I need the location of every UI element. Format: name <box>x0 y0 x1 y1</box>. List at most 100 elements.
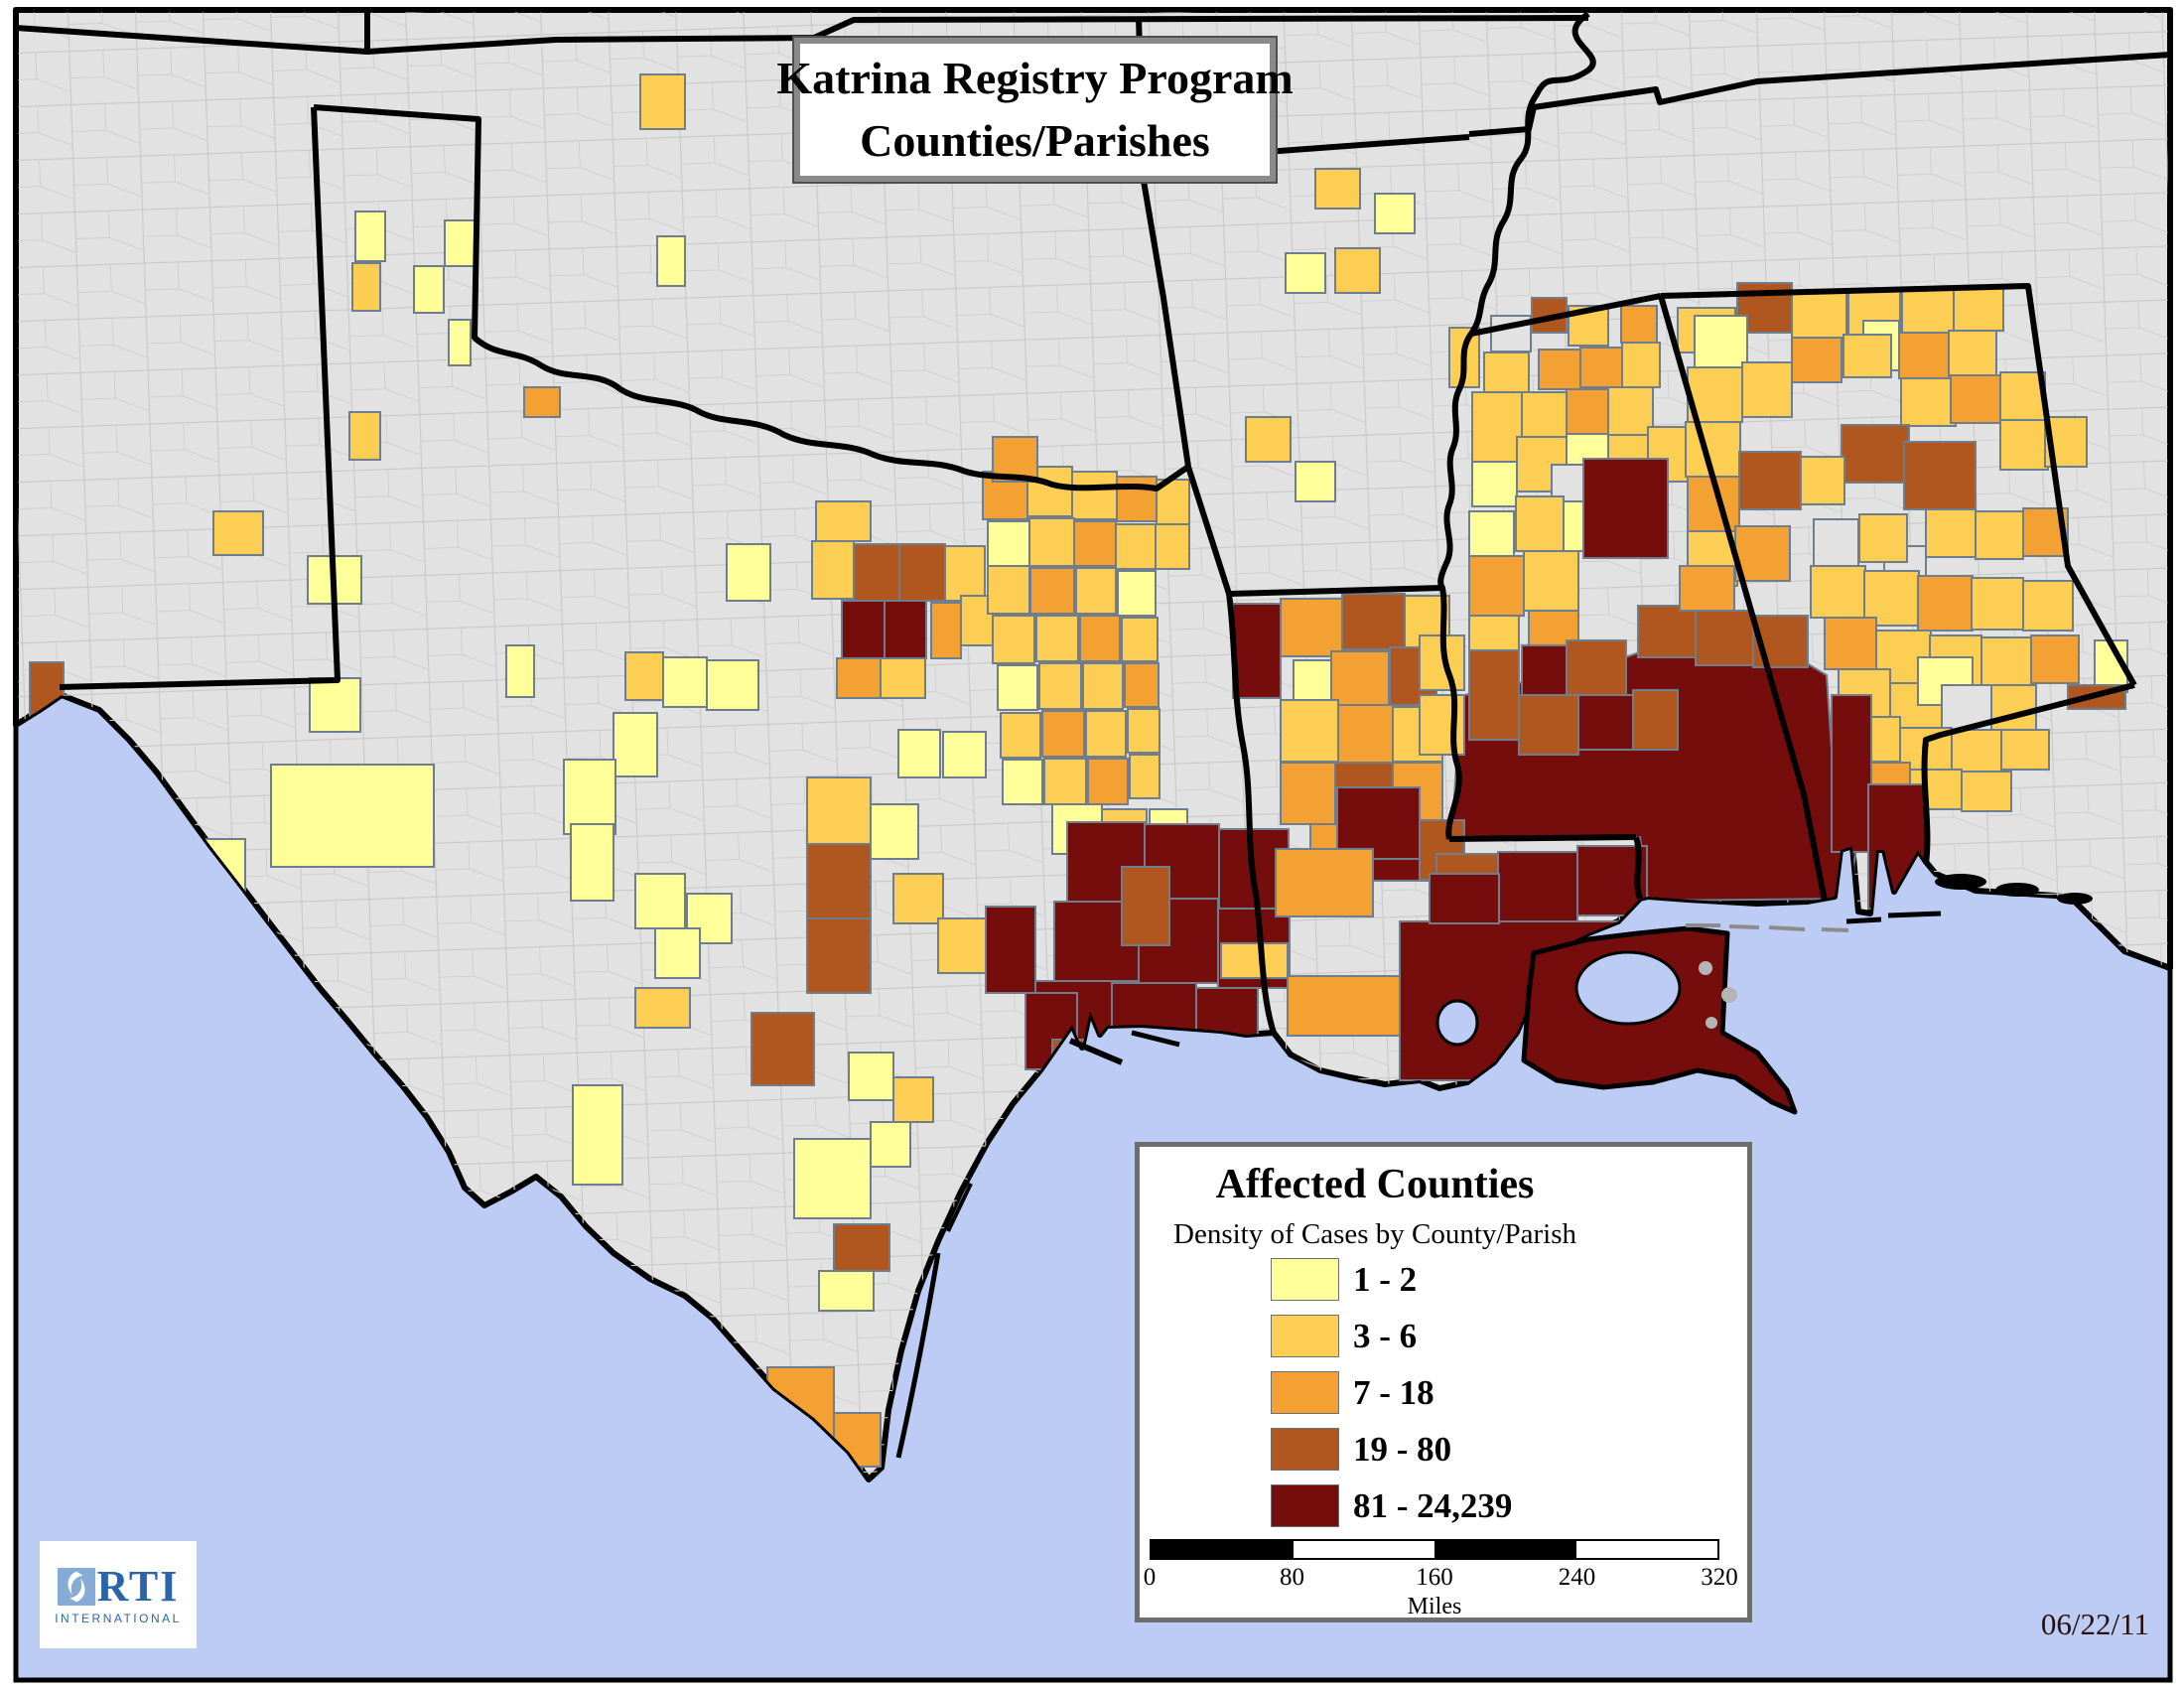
county-patch <box>1124 662 1160 708</box>
county-patch <box>1950 374 2003 424</box>
county-patch <box>2000 729 2050 771</box>
county-patch <box>1515 495 1565 552</box>
county-patch <box>806 917 872 994</box>
county-patch <box>944 545 986 602</box>
county-patch <box>1953 287 2004 332</box>
county-patch <box>1734 525 1791 582</box>
county-patch <box>1232 603 1282 699</box>
county-patch <box>1948 330 1997 376</box>
county-patch <box>930 602 962 659</box>
county-patch <box>634 873 686 929</box>
county-patch <box>505 644 535 698</box>
county-patch <box>1582 458 1669 559</box>
county-patch <box>1073 520 1117 567</box>
county-patch <box>1041 710 1085 758</box>
county-patch <box>1679 565 1735 612</box>
county-patch <box>1075 567 1117 615</box>
county-patch <box>1900 377 1957 427</box>
county-patch <box>1155 523 1190 570</box>
scale-bar <box>1150 1539 1719 1560</box>
county-patch <box>1903 441 1977 510</box>
county-patch <box>1468 510 1515 557</box>
county-patch <box>1471 461 1518 507</box>
county-patch <box>1429 873 1500 924</box>
legend-row: 3 - 6 <box>1140 1315 1747 1358</box>
county-patch <box>1280 762 1336 825</box>
county-patch <box>2022 580 2074 632</box>
county-patch <box>853 543 900 602</box>
county-patch <box>1000 712 1041 759</box>
rti-logo-text: RTI <box>96 1561 180 1611</box>
county-patch <box>1637 605 1697 658</box>
county-patch <box>1695 610 1754 666</box>
county-patch <box>942 731 987 778</box>
county-patch <box>836 657 882 699</box>
legend-swatch <box>1271 1315 1339 1357</box>
county-patch <box>212 510 264 556</box>
county-patch <box>634 987 691 1029</box>
sabine-lake <box>1435 999 1479 1047</box>
county-patch <box>1800 456 1845 505</box>
county-patch <box>1621 342 1661 388</box>
county-patch <box>1287 975 1401 1037</box>
county-patch <box>654 927 701 979</box>
county-patch <box>662 656 708 708</box>
county-patch <box>1632 689 1679 751</box>
county-patch <box>1336 786 1421 860</box>
legend-swatch <box>1271 1371 1339 1414</box>
county-patch <box>270 764 435 868</box>
scale-bar-segment <box>1293 1541 1434 1558</box>
county-patch <box>1468 649 1520 741</box>
county-patch <box>1738 451 1802 510</box>
county-patch <box>1917 575 1974 632</box>
county-patch <box>1341 593 1406 650</box>
county-patch <box>818 1270 875 1312</box>
county-patch <box>413 265 445 314</box>
scale-bar-tick-label: 240 <box>1558 1564 1596 1591</box>
county-patch <box>1295 461 1336 502</box>
county-patch <box>1374 193 1416 234</box>
county-patch <box>1129 754 1160 799</box>
county-patch <box>1980 636 2032 686</box>
county-patch <box>1087 758 1129 805</box>
county-patch <box>1518 694 1579 756</box>
county-patch <box>1810 565 1866 619</box>
rti-logo: RTI INTERNATIONAL <box>40 1541 197 1648</box>
county-patch <box>1538 349 1581 390</box>
county-patch <box>1043 758 1087 805</box>
county-patch <box>1285 252 1326 294</box>
county-patch <box>1028 517 1075 567</box>
legend-row: 1 - 2 <box>1140 1258 1747 1302</box>
scale-bar-tick-label: 160 <box>1416 1564 1453 1591</box>
county-patch <box>1035 615 1079 662</box>
county-patch <box>1791 337 1843 383</box>
county-patch <box>841 600 886 659</box>
county-patch <box>1115 523 1157 570</box>
county-patch <box>815 500 872 542</box>
county-patch <box>1523 550 1579 612</box>
county-patch <box>1521 391 1568 438</box>
county-patch <box>1471 391 1523 463</box>
county-patch <box>1951 729 2002 773</box>
county-patch <box>1831 694 1872 853</box>
scale-bar-segment <box>1434 1541 1576 1558</box>
county-patch <box>570 823 614 902</box>
county-patch <box>348 411 381 461</box>
county-patch <box>1483 352 1530 393</box>
county-patch <box>1330 650 1390 707</box>
county-patch <box>1863 570 1920 627</box>
legend-swatch <box>1271 1428 1339 1471</box>
scale-bar-segment <box>1575 1541 1717 1558</box>
county-patch <box>892 1076 934 1123</box>
legend-class-label: 7 - 18 <box>1353 1373 1434 1412</box>
county-patch <box>1521 644 1568 696</box>
county-patch <box>2030 634 2080 684</box>
county-patch <box>523 386 561 418</box>
legend-class-label: 3 - 6 <box>1353 1317 1418 1355</box>
county-patch <box>1813 518 1859 568</box>
lake-pontchartrain <box>1574 950 1682 1026</box>
county-patch <box>309 677 361 733</box>
county-patch <box>1497 851 1578 922</box>
county-patch <box>751 1012 815 1086</box>
legend-row: 7 - 18 <box>1140 1371 1747 1415</box>
